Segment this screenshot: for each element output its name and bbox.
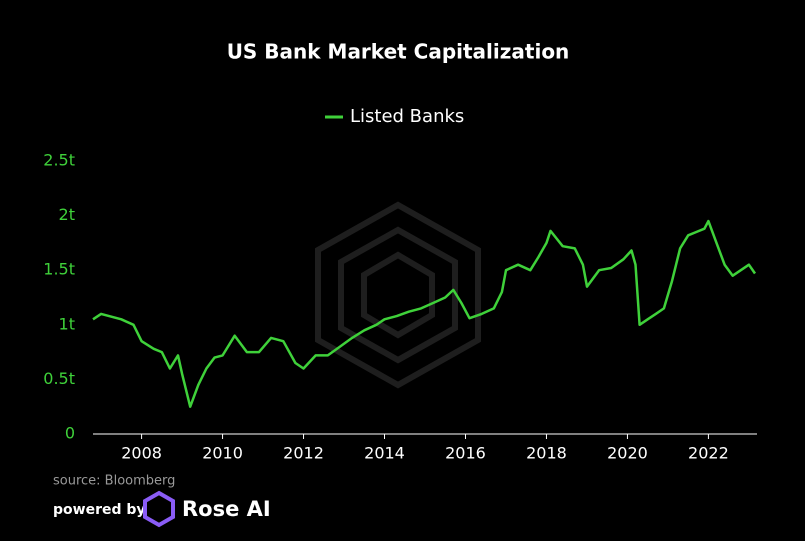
y-tick-label: 1.5t bbox=[43, 260, 75, 279]
x-tick-label: 2018 bbox=[526, 444, 567, 463]
x-tick-label: 2016 bbox=[445, 444, 486, 463]
y-tick-label: 2.5t bbox=[43, 151, 75, 170]
x-tick-label: 2020 bbox=[607, 444, 648, 463]
watermark bbox=[315, 201, 481, 389]
y-tick-label: 1t bbox=[59, 314, 75, 333]
x-tick-label: 2014 bbox=[364, 444, 405, 463]
x-tick-label: 2008 bbox=[121, 444, 162, 463]
x-tick-label: 2010 bbox=[202, 444, 243, 463]
x-tick-label: 2012 bbox=[283, 444, 324, 463]
data-line bbox=[92, 219, 757, 408]
brand-logo bbox=[143, 490, 175, 528]
y-tick-label: 0.5t bbox=[43, 369, 75, 388]
source-note: source: Bloomberg bbox=[53, 474, 175, 489]
legend-label: Listed Banks bbox=[350, 106, 464, 127]
powered-by: powered by bbox=[53, 502, 146, 518]
x-tick-label: 2022 bbox=[688, 444, 729, 463]
chart-title: US Bank Market Capitalization bbox=[227, 40, 570, 64]
y-tick-label: 0 bbox=[65, 424, 75, 443]
y-tick-label: 2t bbox=[59, 205, 75, 224]
brand-name: Rose AI bbox=[182, 497, 271, 521]
